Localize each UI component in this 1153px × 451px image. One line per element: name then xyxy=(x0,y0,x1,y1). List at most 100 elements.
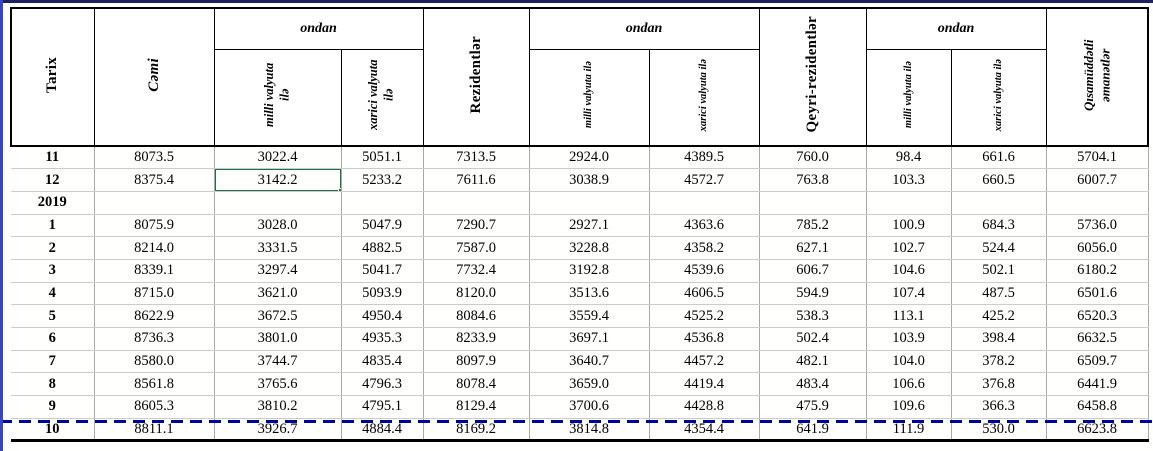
data-cell[interactable]: 760.0 xyxy=(758,146,867,170)
data-cell[interactable]: 6441.9 xyxy=(1045,372,1149,397)
data-cell[interactable]: 4606.5 xyxy=(648,281,760,306)
row-label-cell[interactable]: 2 xyxy=(11,236,95,260)
data-cell[interactable] xyxy=(93,190,215,215)
data-cell[interactable]: 5093.9 xyxy=(340,281,424,306)
data-cell[interactable]: 398.4 xyxy=(950,327,1047,351)
data-cell[interactable]: 8120.0 xyxy=(422,281,530,306)
data-cell[interactable]: 7313.5 xyxy=(422,146,530,170)
data-cell[interactable]: 660.5 xyxy=(950,168,1047,192)
data-cell[interactable]: 4389.5 xyxy=(648,146,760,170)
data-cell[interactable]: 106.6 xyxy=(865,372,952,397)
row-label-cell[interactable]: 6 xyxy=(11,327,95,351)
data-cell[interactable]: 3801.0 xyxy=(213,327,342,351)
row-label-cell[interactable]: 1 xyxy=(11,213,95,238)
data-cell[interactable]: 8129.4 xyxy=(422,395,530,419)
col-header-xarici-total[interactable]: xarici valyuta ilə xyxy=(340,48,424,147)
data-cell[interactable]: 366.3 xyxy=(950,395,1047,419)
data-cell[interactable]: 6056.0 xyxy=(1045,236,1149,260)
data-cell[interactable]: 6458.8 xyxy=(1045,395,1149,419)
data-cell[interactable]: 785.2 xyxy=(758,213,867,238)
data-cell[interactable] xyxy=(1045,190,1149,215)
data-cell[interactable]: 104.6 xyxy=(865,258,952,283)
data-cell[interactable]: 594.9 xyxy=(758,281,867,306)
data-cell[interactable]: 763.8 xyxy=(758,168,867,192)
col-header-xarici-residents[interactable]: xarici valyuta ilə xyxy=(648,48,760,147)
fill-handle[interactable] xyxy=(337,187,340,191)
data-cell[interactable]: 4419.4 xyxy=(648,372,760,397)
data-cell[interactable]: 98.4 xyxy=(865,146,952,170)
col-header-milli-total[interactable]: milli valyuta ilə xyxy=(213,48,342,147)
data-cell[interactable]: 5051.1 xyxy=(340,146,424,170)
data-cell[interactable]: 4950.4 xyxy=(340,304,424,328)
data-cell[interactable]: 6632.5 xyxy=(1045,327,1149,351)
data-cell[interactable]: 4882.5 xyxy=(340,236,424,260)
data-cell[interactable]: 8233.9 xyxy=(422,327,530,351)
data-cell[interactable]: 5704.1 xyxy=(1045,146,1149,170)
data-cell[interactable]: 3038.9 xyxy=(528,168,650,192)
data-cell[interactable]: 109.6 xyxy=(865,395,952,419)
data-cell[interactable]: 8075.9 xyxy=(93,213,215,238)
data-cell[interactable]: 5233.2 xyxy=(340,168,424,192)
data-cell[interactable]: 8605.3 xyxy=(93,395,215,419)
data-cell[interactable]: 8580.0 xyxy=(93,349,215,374)
data-cell[interactable] xyxy=(340,190,424,215)
data-cell[interactable]: 8375.4 xyxy=(93,168,215,192)
row-label-cell[interactable]: 4 xyxy=(11,281,95,306)
data-cell[interactable]: 378.2 xyxy=(950,349,1047,374)
data-cell[interactable]: 113.1 xyxy=(865,304,952,328)
data-cell[interactable]: 3022.4 xyxy=(213,146,342,170)
data-cell[interactable]: 482.1 xyxy=(758,349,867,374)
data-cell[interactable]: 684.3 xyxy=(950,213,1047,238)
data-cell[interactable]: 4363.6 xyxy=(648,213,760,238)
data-cell[interactable]: 3559.4 xyxy=(528,304,650,328)
col-header-milli-nonresidents[interactable]: milli valyuta ilə xyxy=(865,48,952,147)
data-cell[interactable]: 3744.7 xyxy=(213,349,342,374)
row-label-cell[interactable]: 7 xyxy=(11,349,95,374)
row-label-cell[interactable]: 11 xyxy=(11,146,95,170)
row-label-cell[interactable]: 9 xyxy=(11,395,95,419)
data-cell[interactable] xyxy=(758,190,867,215)
data-cell[interactable]: 2924.0 xyxy=(528,146,650,170)
data-cell[interactable]: 7587.0 xyxy=(422,236,530,260)
data-cell[interactable]: 6180.2 xyxy=(1045,258,1149,283)
data-cell[interactable]: 5041.7 xyxy=(340,258,424,283)
data-cell[interactable]: 103.3 xyxy=(865,168,952,192)
data-cell[interactable]: 104.0 xyxy=(865,349,952,374)
col-header-milli-residents[interactable]: milli valyuta ilə xyxy=(528,48,650,147)
data-cell[interactable]: 6007.7 xyxy=(1045,168,1149,192)
data-cell[interactable]: 4536.8 xyxy=(648,327,760,351)
col-header-rezidentlar[interactable]: Rezidentlər xyxy=(422,7,530,147)
data-cell[interactable]: 8073.5 xyxy=(93,146,215,170)
data-cell[interactable]: 4835.4 xyxy=(340,349,424,374)
data-cell[interactable]: 3659.0 xyxy=(528,372,650,397)
data-cell[interactable]: 3765.6 xyxy=(213,372,342,397)
data-cell[interactable]: 3810.2 xyxy=(213,395,342,419)
data-cell[interactable]: 502.1 xyxy=(950,258,1047,283)
row-label-cell[interactable]: 8 xyxy=(11,372,95,397)
col-header-ondan-nonresidents[interactable]: ondan xyxy=(865,7,1047,50)
data-cell[interactable]: 107.4 xyxy=(865,281,952,306)
data-cell[interactable]: 4539.6 xyxy=(648,258,760,283)
data-cell[interactable]: 524.4 xyxy=(950,236,1047,260)
data-cell[interactable]: 3142.2 xyxy=(213,168,342,192)
col-header-tarix[interactable]: Tarix xyxy=(10,7,95,147)
data-cell[interactable]: 3621.0 xyxy=(213,281,342,306)
data-cell[interactable]: 627.1 xyxy=(758,236,867,260)
data-cell[interactable]: 475.9 xyxy=(758,395,867,419)
data-cell[interactable]: 3672.5 xyxy=(213,304,342,328)
data-cell[interactable]: 3331.5 xyxy=(213,236,342,260)
data-cell[interactable]: 7732.4 xyxy=(422,258,530,283)
data-cell[interactable]: 3697.1 xyxy=(528,327,650,351)
data-cell[interactable]: 8339.1 xyxy=(93,258,215,283)
data-cell[interactable] xyxy=(865,190,952,215)
data-cell[interactable]: 6509.7 xyxy=(1045,349,1149,374)
data-cell[interactable]: 6520.3 xyxy=(1045,304,1149,328)
data-cell[interactable]: 103.9 xyxy=(865,327,952,351)
data-cell[interactable]: 606.7 xyxy=(758,258,867,283)
data-cell[interactable]: 4572.7 xyxy=(648,168,760,192)
data-cell[interactable]: 3513.6 xyxy=(528,281,650,306)
col-header-cami[interactable]: Cəmi xyxy=(93,7,215,147)
data-cell[interactable]: 8715.0 xyxy=(93,281,215,306)
data-cell[interactable]: 6501.6 xyxy=(1045,281,1149,306)
data-cell[interactable]: 100.9 xyxy=(865,213,952,238)
